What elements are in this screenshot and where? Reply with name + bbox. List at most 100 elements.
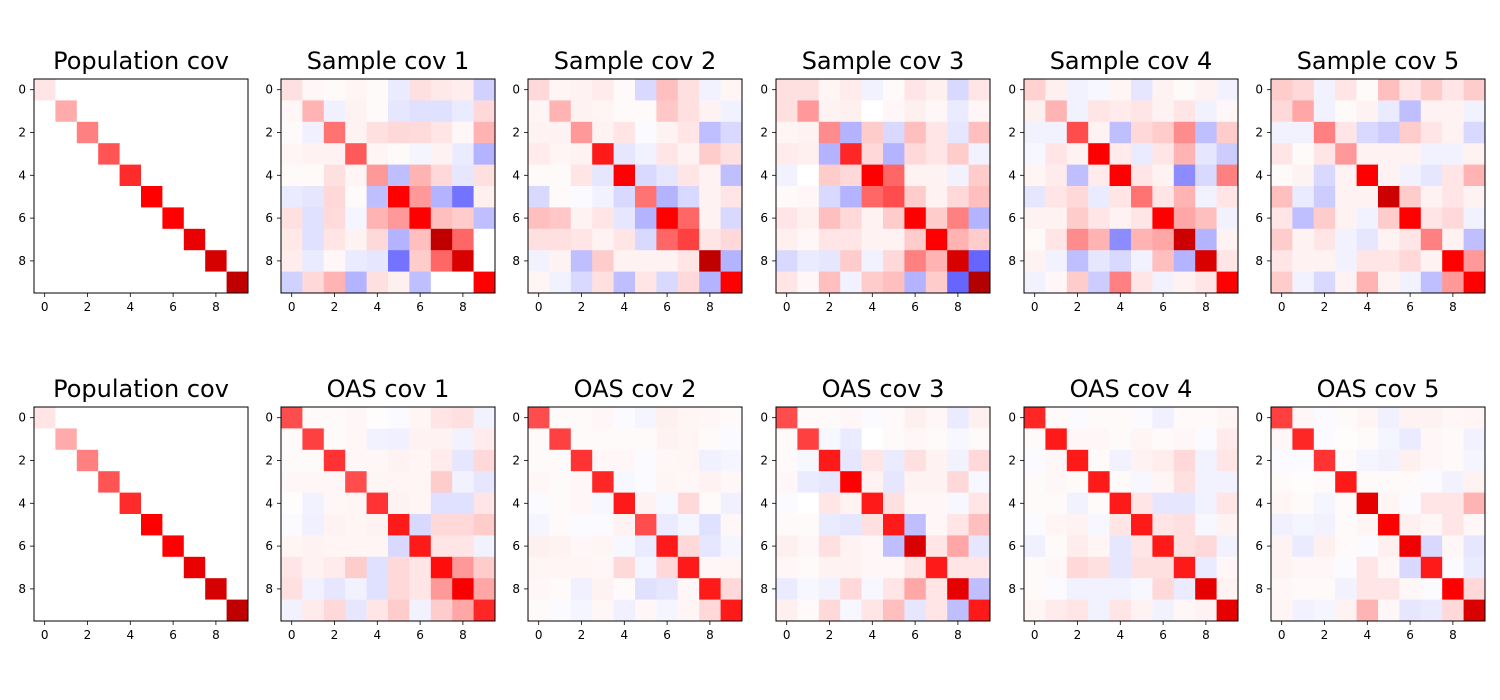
heatmap-cell bbox=[656, 428, 679, 451]
heatmap-cell bbox=[430, 556, 453, 579]
x-tick-label: 2 bbox=[84, 628, 92, 642]
heatmap-cell bbox=[366, 186, 389, 208]
heatmap-cell bbox=[162, 271, 185, 294]
heatmap-cell bbox=[205, 556, 227, 579]
heatmap-cell bbox=[861, 271, 884, 294]
heatmap-cell bbox=[452, 449, 474, 472]
heatmap-cell bbox=[1399, 228, 1422, 251]
heatmap-cell bbox=[613, 79, 636, 101]
heatmap-cell bbox=[840, 492, 862, 515]
heatmap-cell bbox=[947, 428, 969, 451]
heatmap-cell bbox=[1356, 186, 1379, 208]
heatmap-cell bbox=[1420, 599, 1443, 622]
heatmap-cell bbox=[162, 428, 185, 451]
heatmap-cell bbox=[141, 250, 163, 272]
heatmap-cell bbox=[1313, 492, 1336, 515]
heatmap-cell bbox=[1463, 164, 1486, 187]
heatmap-cell bbox=[1271, 100, 1293, 123]
heatmap-cell bbox=[34, 407, 56, 429]
heatmap-cell bbox=[452, 492, 474, 515]
x-tick-label: 4 bbox=[1363, 300, 1371, 314]
axes-frame bbox=[1270, 406, 1486, 622]
heatmap-cell bbox=[840, 556, 862, 579]
heatmap-cell bbox=[1271, 428, 1293, 451]
heatmap-cell bbox=[1442, 250, 1464, 272]
heatmap-cell bbox=[656, 121, 679, 144]
heatmap-cell bbox=[925, 100, 948, 123]
heatmap-cell bbox=[76, 207, 99, 230]
heatmap-cell bbox=[635, 556, 657, 579]
heatmap-cell bbox=[1024, 143, 1046, 165]
heatmap-cell bbox=[925, 535, 948, 558]
heatmap-cell bbox=[1109, 599, 1132, 622]
heatmap-cell bbox=[656, 535, 679, 558]
heatmap-cell bbox=[635, 535, 657, 558]
y-tick-label: 4 bbox=[1255, 496, 1263, 510]
heatmap-cell bbox=[1313, 514, 1336, 536]
heatmap-cell bbox=[1216, 207, 1239, 230]
heatmap-cell bbox=[205, 599, 227, 622]
heatmap-cell bbox=[861, 578, 884, 600]
heatmap-cell bbox=[968, 492, 991, 515]
heatmap-cell bbox=[1131, 449, 1153, 472]
x-tick-label: 8 bbox=[706, 628, 714, 642]
heatmap-cell bbox=[818, 578, 841, 600]
heatmap-cell bbox=[1420, 428, 1443, 451]
heatmap-cell bbox=[613, 250, 636, 272]
heatmap-cell bbox=[1463, 492, 1486, 515]
heatmap-cell bbox=[473, 79, 496, 101]
heatmap-cell bbox=[1024, 514, 1046, 536]
heatmap-cell bbox=[183, 121, 206, 144]
heatmap-cell bbox=[904, 556, 927, 579]
heatmap-cell bbox=[141, 535, 163, 558]
heatmap-cell bbox=[925, 79, 948, 101]
heatmap-cell bbox=[452, 578, 474, 600]
y-tick-label: 6 bbox=[512, 211, 520, 225]
heatmap-cell bbox=[1024, 271, 1046, 294]
y-tick-label: 6 bbox=[18, 211, 26, 225]
heatmap-cell bbox=[883, 449, 905, 472]
heatmap-cell bbox=[302, 271, 325, 294]
heatmap-cell bbox=[613, 207, 636, 230]
heatmap-cell bbox=[635, 79, 657, 101]
heatmap-cell bbox=[549, 250, 572, 272]
heatmap-cell bbox=[570, 407, 593, 429]
heatmap-cell bbox=[699, 556, 721, 579]
heatmap-cell bbox=[528, 186, 550, 208]
heatmap-cell bbox=[55, 599, 78, 622]
heatmap-cell bbox=[818, 556, 841, 579]
heatmap-cell bbox=[1131, 535, 1153, 558]
heatmap-cell bbox=[183, 228, 206, 251]
heatmap-cell bbox=[1131, 121, 1153, 144]
heatmap-cell bbox=[409, 449, 432, 472]
heatmap-cell bbox=[1109, 471, 1132, 493]
heatmap-cell bbox=[1088, 449, 1110, 472]
heatmap-cell bbox=[528, 578, 550, 600]
heatmap-cell bbox=[183, 578, 206, 600]
heatmap-cell bbox=[549, 207, 572, 230]
heatmap-cell bbox=[34, 164, 56, 187]
heatmap-cell bbox=[473, 556, 496, 579]
heatmap-cell bbox=[776, 100, 798, 123]
heatmap-cell bbox=[1045, 471, 1068, 493]
heatmap-cell bbox=[409, 143, 432, 165]
heatmap-cell bbox=[1195, 100, 1217, 123]
heatmap-cell bbox=[76, 428, 99, 451]
heatmap-cell bbox=[968, 228, 991, 251]
heatmap-cell bbox=[699, 492, 721, 515]
heatmap-cell bbox=[1292, 556, 1315, 579]
heatmap-cell bbox=[76, 250, 99, 272]
heatmap-cell bbox=[1173, 121, 1196, 144]
heatmap-cell bbox=[1109, 79, 1132, 101]
heatmap-cell bbox=[528, 250, 550, 272]
heatmap-cell bbox=[818, 143, 841, 165]
heatmap-cell bbox=[592, 250, 614, 272]
heatmap-cell bbox=[925, 143, 948, 165]
heatmap-cell bbox=[1463, 578, 1486, 600]
panel-title: Sample cov 4 bbox=[1050, 47, 1213, 75]
heatmap-cell bbox=[323, 207, 346, 230]
heatmap-cell bbox=[570, 143, 593, 165]
heatmap-cell bbox=[323, 514, 346, 536]
heatmap-cell bbox=[452, 250, 474, 272]
heatmap-cell bbox=[549, 514, 572, 536]
